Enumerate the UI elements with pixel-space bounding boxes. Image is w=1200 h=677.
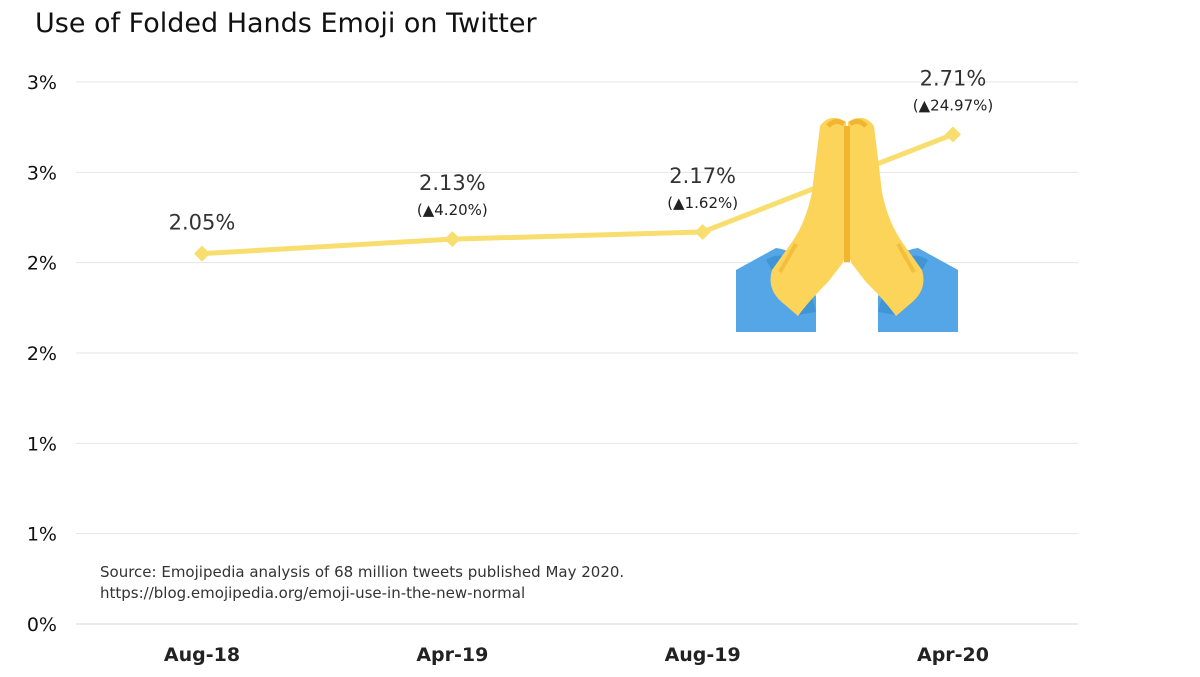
y-tick-label: 3% bbox=[27, 72, 57, 94]
change-label: (▲24.97%) bbox=[913, 96, 993, 114]
change-label: (▲1.62%) bbox=[667, 194, 738, 212]
right-finger-shade bbox=[848, 118, 868, 128]
value-label: 2.05% bbox=[169, 211, 236, 235]
y-tick-label: 3% bbox=[27, 162, 57, 184]
chart-title: Use of Folded Hands Emoji on Twitter bbox=[35, 8, 538, 39]
y-tick-label: 2% bbox=[27, 343, 57, 365]
y-tick-label: 1% bbox=[27, 524, 57, 546]
right-hand bbox=[846, 117, 924, 316]
source-note: Source: Emojipedia analysis of 68 millio… bbox=[100, 563, 624, 581]
x-tick-label: Apr-20 bbox=[917, 644, 989, 666]
x-tick-label: Apr-19 bbox=[416, 644, 488, 666]
data-point bbox=[694, 223, 711, 240]
folded-hands-icon bbox=[736, 117, 958, 332]
data-point bbox=[444, 231, 461, 248]
right-thumb-shade bbox=[896, 243, 916, 273]
value-label: 2.71% bbox=[920, 66, 987, 90]
left-finger-shade bbox=[826, 118, 846, 128]
x-axis: Aug-18 Apr-19 Aug-19 Apr-20 bbox=[164, 644, 989, 666]
y-tick-label: 1% bbox=[27, 433, 57, 455]
y-tick-label: 0% bbox=[27, 614, 57, 636]
left-thumb-shade bbox=[778, 243, 798, 273]
x-tick-label: Aug-18 bbox=[164, 644, 240, 666]
change-label: (▲4.20%) bbox=[417, 201, 488, 219]
gridlines bbox=[76, 81, 1078, 625]
value-label: 2.17% bbox=[669, 164, 736, 188]
series: 2.05% 2.13% (▲4.20%) 2.17% (▲1.62%) 2.71% (▲24… bbox=[169, 66, 993, 262]
y-axis: 0% 1% 1% 2% 2% 3% 3% bbox=[27, 72, 57, 636]
data-point bbox=[945, 126, 961, 143]
value-label: 2.13% bbox=[419, 171, 486, 195]
y-tick-label: 2% bbox=[27, 253, 57, 275]
left-hand bbox=[770, 117, 848, 316]
x-tick-label: Aug-19 bbox=[665, 644, 741, 666]
source-url: https://blog.emojipedia.org/emoji-use-in… bbox=[100, 584, 525, 602]
data-point bbox=[194, 245, 210, 262]
